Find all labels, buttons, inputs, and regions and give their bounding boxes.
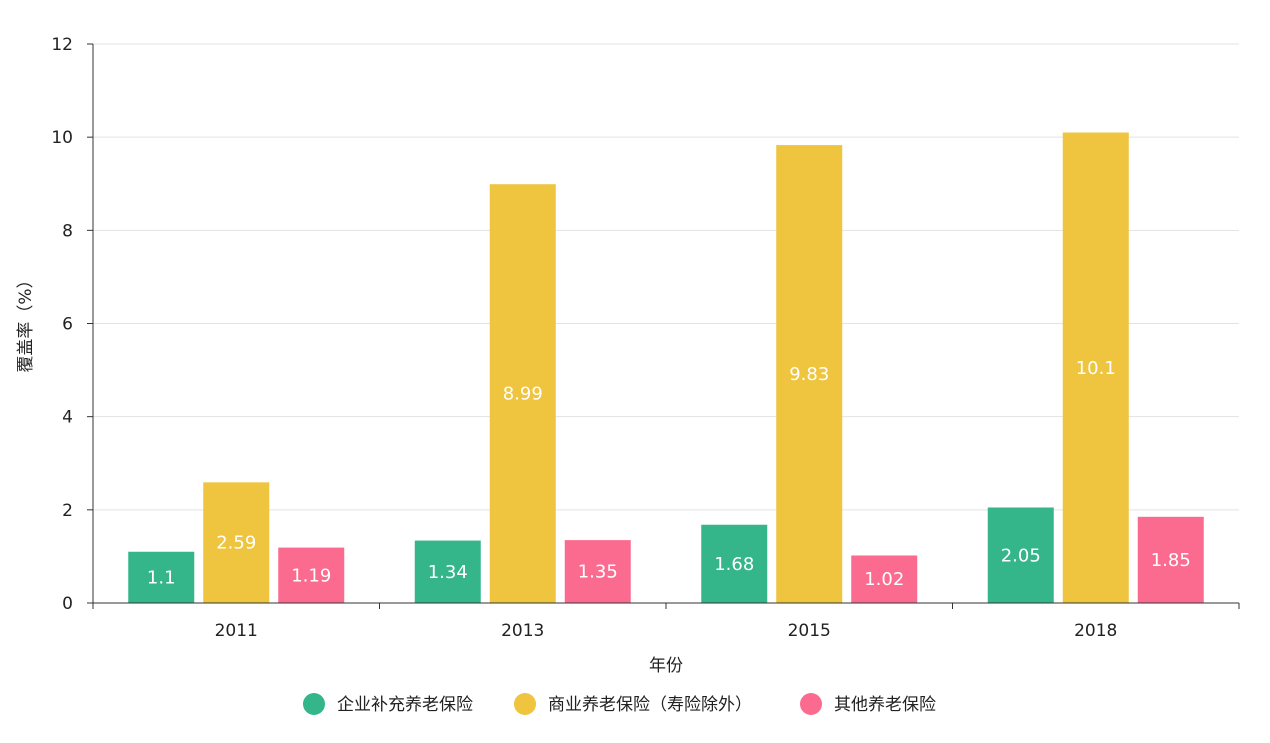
x-axis-title: 年份 xyxy=(649,656,683,676)
y-tick-label: 12 xyxy=(51,35,73,55)
x-tick-label: 2015 xyxy=(788,621,831,641)
y-axis-title: 覆盖率（%） xyxy=(16,271,36,372)
bar xyxy=(278,547,345,603)
bar xyxy=(564,540,631,603)
legend-label: 商业养老保险（寿险除外） xyxy=(548,695,752,715)
legend: 企业补充养老保险 商业养老保险（寿险除外） 其他养老保险 xyxy=(303,693,936,715)
bar xyxy=(1137,516,1204,603)
bar-value-label: 1.02 xyxy=(864,569,904,590)
y-tick-label: 4 xyxy=(62,408,73,428)
x-axis-ticks: 2011 2013 2015 2018 xyxy=(92,603,1240,641)
legend-marker xyxy=(514,693,536,715)
bar xyxy=(987,507,1054,603)
bar-value-label: 2.59 xyxy=(216,533,256,554)
legend-label: 企业补充养老保险 xyxy=(337,695,473,715)
bar xyxy=(1062,132,1129,603)
bar-value-label: 1.34 xyxy=(428,562,468,583)
bar-value-label: 1.35 xyxy=(578,562,618,583)
bar-value-label: 10.1 xyxy=(1076,358,1116,379)
bar-value-label: 1.68 xyxy=(714,554,754,575)
x-tick-label: 2011 xyxy=(215,621,258,641)
bar xyxy=(776,145,843,604)
bar xyxy=(414,540,481,603)
legend-item: 企业补充养老保险 xyxy=(303,693,473,715)
y-tick-label: 2 xyxy=(62,501,73,521)
legend-marker xyxy=(800,693,822,715)
y-tick-label: 6 xyxy=(62,315,73,335)
legend-item: 其他养老保险 xyxy=(800,693,936,715)
bar xyxy=(489,184,556,604)
bar-value-label: 2.05 xyxy=(1001,545,1041,566)
bar xyxy=(851,555,918,603)
bar-value-label: 8.99 xyxy=(503,384,543,405)
bar-value-label: 1.1 xyxy=(147,567,176,588)
bar-value-label: 1.85 xyxy=(1151,550,1191,571)
y-axis-ticks: 0 2 4 6 8 10 12 xyxy=(51,35,93,614)
bar xyxy=(701,524,768,603)
y-tick-label: 0 xyxy=(62,594,73,614)
y-tick-label: 8 xyxy=(62,221,73,241)
x-tick-label: 2018 xyxy=(1074,621,1117,641)
legend-item: 商业养老保险（寿险除外） xyxy=(514,693,752,715)
legend-label: 其他养老保险 xyxy=(834,695,936,715)
x-tick-label: 2013 xyxy=(501,621,544,641)
bars xyxy=(128,132,1204,604)
legend-marker xyxy=(303,693,325,715)
bar xyxy=(203,482,270,603)
y-tick-label: 10 xyxy=(51,128,73,148)
bar xyxy=(128,551,195,603)
bar-value-labels: 1.1 2.59 1.19 1.34 8.99 1.35 1.68 9.83 1.02 2.05 1… xyxy=(147,358,1191,590)
bar-value-label: 1.19 xyxy=(291,565,331,586)
bar-value-label: 9.83 xyxy=(789,364,829,385)
